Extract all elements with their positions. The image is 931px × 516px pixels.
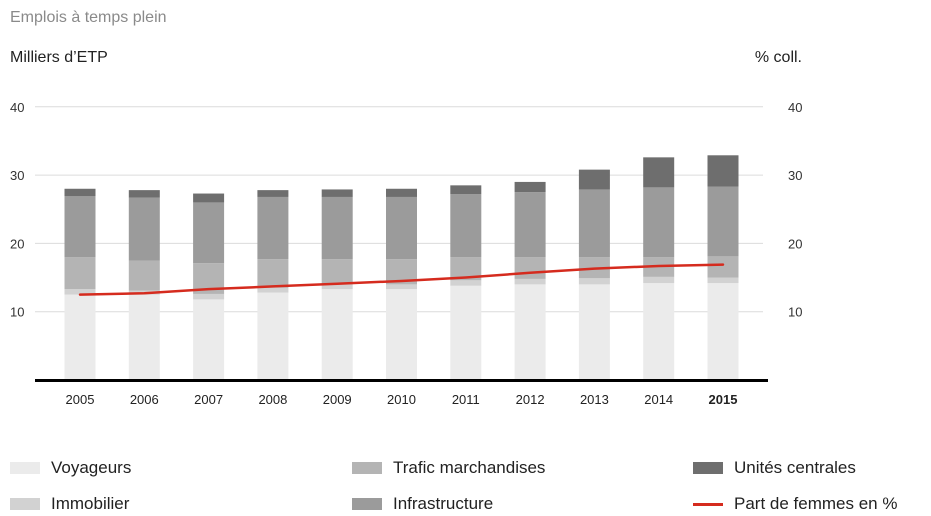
bar-segment-unit-s-centrales: [193, 193, 225, 203]
y-tick-label-left: 40: [10, 100, 24, 115]
bar-segment-unit-s-centrales: [128, 190, 160, 198]
x-tick-label: 2007: [194, 392, 223, 407]
y-tick-label-left: 30: [10, 168, 24, 183]
bar-segment-infrastructure: [643, 187, 675, 258]
bar-segment-infrastructure: [64, 196, 96, 258]
bar-segment-infrastructure: [450, 194, 482, 258]
bar-segment-voyageurs: [128, 294, 160, 380]
bar-segment-infrastructure: [321, 196, 353, 260]
bar-segment-immobilier: [64, 289, 96, 295]
x-tick-label: 2006: [130, 392, 159, 407]
bar-segment-unit-s-centrales: [643, 157, 675, 188]
x-tick-label: 2010: [387, 392, 416, 407]
bar-segment-infrastructure: [257, 196, 289, 260]
bar-segment-infrastructure: [386, 196, 417, 260]
bar-segment-voyageurs: [450, 285, 482, 380]
y-tick-label-left: 20: [10, 236, 24, 251]
bar-segment-trafic-marchandises: [257, 259, 289, 288]
bar-segment-trafic-marchandises: [707, 256, 739, 278]
bar-segment-voyageurs: [257, 292, 289, 380]
bar-segment-voyageurs: [321, 289, 353, 380]
bar-segment-immobilier: [257, 287, 289, 293]
bar-segment-immobilier: [707, 277, 739, 284]
bar-segment-voyageurs: [643, 283, 675, 380]
bar-segment-infrastructure: [514, 192, 546, 258]
line-series-part-de-femmes: [78, 263, 725, 296]
bar-segment-infrastructure: [707, 186, 739, 257]
bar-segment-immobilier: [578, 278, 610, 285]
y-tick-label-right: 30: [788, 168, 802, 183]
bar-segment-trafic-marchandises: [64, 257, 96, 290]
bar-segment-voyageurs: [578, 284, 610, 380]
x-tick-label: 2014: [644, 392, 673, 407]
bar-segment-infrastructure: [193, 202, 225, 264]
bar-segment-trafic-marchandises: [450, 257, 482, 281]
bar-segment-unit-s-centrales: [578, 169, 610, 190]
bar-segment-voyageurs: [64, 294, 96, 380]
x-tick-label: 2005: [66, 392, 95, 407]
x-tick-label: 2009: [323, 392, 352, 407]
bar-segment-unit-s-centrales: [450, 185, 482, 195]
y-axis-label-left: Milliers d’ETP: [10, 49, 108, 66]
bar-segment-trafic-marchandises: [321, 259, 353, 285]
bar-segment-voyageurs: [386, 289, 417, 380]
bar-segment-unit-s-centrales: [257, 190, 289, 197]
bar-segment-trafic-marchandises: [514, 257, 546, 279]
x-tick-label: 2015: [709, 392, 738, 407]
bar-segment-immobilier: [643, 276, 675, 284]
x-tick-label: 2008: [258, 392, 287, 407]
bar-segment-voyageurs: [707, 283, 739, 380]
bar-segment-immobilier: [450, 280, 482, 286]
bar-segment-immobilier: [514, 278, 546, 285]
bar-segment-infrastructure: [578, 189, 610, 258]
bar-segment-unit-s-centrales: [386, 188, 417, 197]
bar-segment-unit-s-centrales: [64, 188, 96, 197]
chart-title: Emplois à temps plein: [10, 9, 167, 26]
x-tick-label: 2011: [452, 392, 480, 407]
bar-segment-voyageurs: [193, 299, 225, 380]
bar-segment-unit-s-centrales: [321, 189, 353, 197]
y-tick-label-left: 10: [10, 305, 24, 320]
bar-segment-infrastructure: [128, 197, 160, 261]
bar-segment-unit-s-centrales: [707, 155, 739, 187]
bar-segment-immobilier: [321, 284, 353, 290]
y-tick-label-right: 10: [788, 305, 802, 320]
bar-segment-immobilier: [386, 284, 417, 290]
y-axis-label-right: % coll.: [754, 49, 802, 66]
bar-segment-voyageurs: [514, 284, 546, 380]
bar-segment-trafic-marchandises: [128, 260, 160, 291]
x-tick-label: 2012: [516, 392, 545, 407]
x-tick-label: 2013: [580, 392, 609, 407]
bar-segment-unit-s-centrales: [514, 181, 546, 193]
y-tick-label-right: 40: [788, 100, 802, 115]
y-tick-label-right: 20: [788, 236, 802, 251]
bar-segment-immobilier: [193, 293, 225, 300]
